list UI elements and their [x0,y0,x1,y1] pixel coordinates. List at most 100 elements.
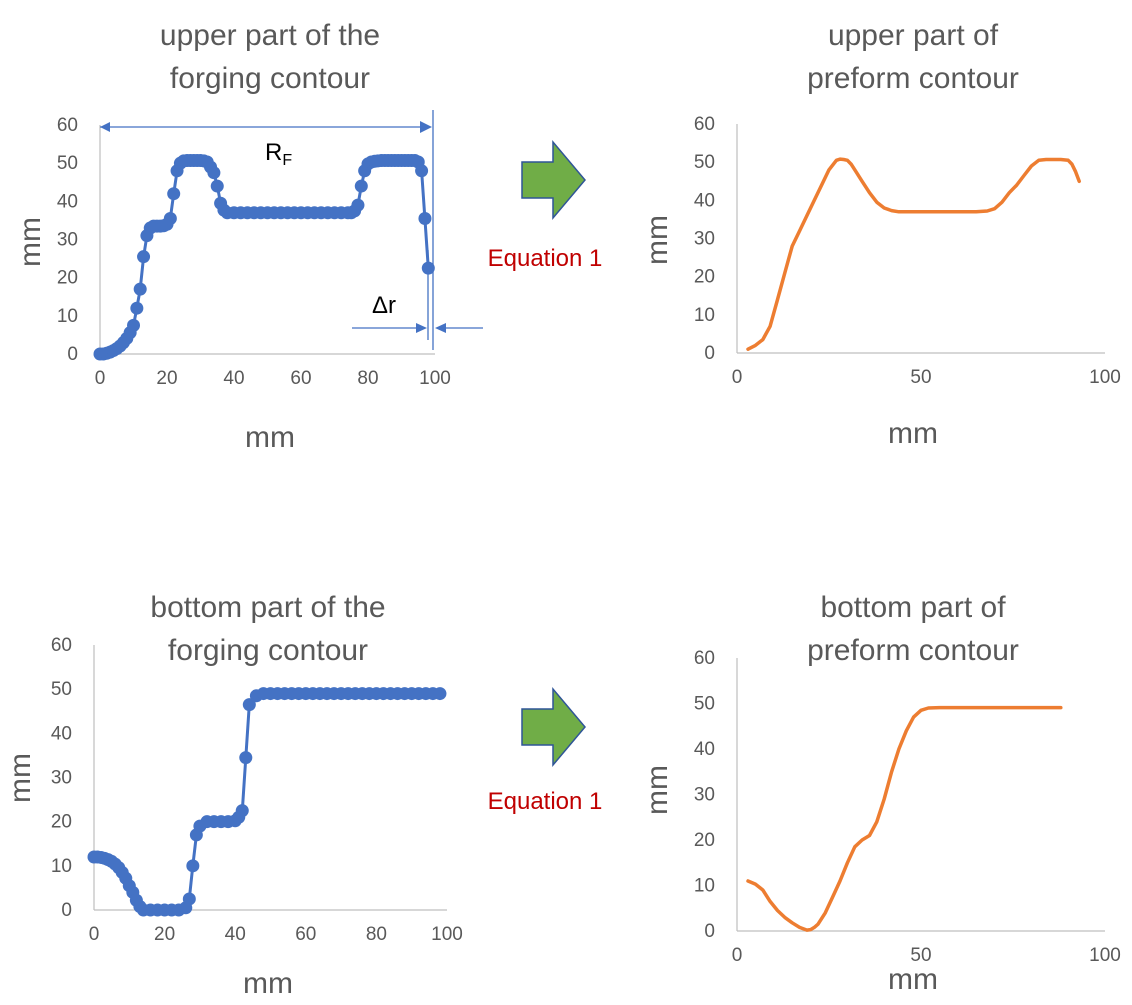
y-tick-label: 10 [694,876,715,897]
y-axis-title: mm [14,217,47,267]
y-tick-label: 40 [694,739,715,760]
data-point [186,859,200,873]
x-tick-label: 60 [290,368,311,389]
y-tick-label: 20 [694,267,715,288]
chart-forging-upper: upper part of the forging contour mm mm … [14,19,451,454]
chart-title-line-2: forging contour [168,634,368,667]
x-tick-label: 20 [154,924,175,945]
equation-label: Equation 1 [488,788,603,815]
y-tick-label: 0 [61,900,72,921]
x-tick-label: 20 [156,368,177,389]
y-tick-label: 60 [694,648,715,669]
y-tick-label: 0 [704,343,715,364]
x-tick-label: 50 [910,945,931,966]
arrowhead-right-icon [416,323,427,333]
data-point [351,198,365,212]
y-tick-label: 20 [57,268,78,289]
x-axis-title: mm [243,967,293,1000]
chart-title-line-1: upper part of the [160,19,380,52]
x-tick-label: 40 [223,368,244,389]
x-axis-title: mm [888,417,938,450]
data-point [418,212,432,226]
arrowhead-left-icon [100,122,110,132]
data-point [207,166,221,180]
y-tick-label: 50 [51,679,72,700]
y-tick-label: 60 [51,635,72,656]
rf-label-main: R [265,139,282,166]
x-tick-label: 80 [366,924,387,945]
y-tick-label: 50 [57,153,78,174]
x-axis-title: mm [245,421,295,454]
data-point [163,212,177,226]
data-point [235,804,249,818]
y-tick-label: 30 [57,230,78,251]
y-axis-title: mm [641,215,674,265]
x-tick-label: 100 [419,368,451,389]
x-tick-label: 100 [1089,367,1121,388]
x-tick-label: 50 [910,367,931,388]
y-tick-label: 60 [57,115,78,136]
dr-label: Δr [372,292,396,319]
arrowhead-right-icon [420,121,432,133]
y-tick-label: 20 [51,812,72,833]
x-tick-label: 40 [225,924,246,945]
right-arrow-icon [521,686,586,768]
dr-dimension: Δr [352,292,483,333]
data-point [182,892,196,906]
chart-title-line-1: bottom part of [820,591,1006,624]
data-point [137,250,151,264]
y-axis-title: mm [641,765,674,815]
right-arrow-icon [521,139,586,221]
rf-dimension: RF [100,110,434,350]
y-tick-label: 40 [694,190,715,211]
chart-title-line-2: preform contour [807,62,1019,95]
y-tick-label: 40 [51,723,72,744]
y-tick-label: 0 [67,344,78,365]
x-tick-label: 0 [732,945,743,966]
chart-preform-bottom: bottom part of preform contour mm mm 0 50… [641,591,1121,996]
data-point [133,282,147,296]
x-axis-title: mm [888,963,938,996]
chart-preform-upper: upper part of preform contour mm mm 0 50 1… [641,19,1121,450]
y-tick-label: 20 [694,830,715,851]
chart-forging-bottom: bottom part of the forging contour mm mm… [4,591,463,1000]
series-line [746,705,1063,932]
y-tick-label: 50 [694,694,715,715]
x-tick-label: 0 [89,924,100,945]
series-line [92,692,442,912]
data-point [210,179,224,193]
y-tick-label: 10 [694,305,715,326]
y-tick-label: 0 [704,921,715,942]
chart-title-line-1: upper part of [828,19,999,52]
y-tick-label: 60 [694,114,715,135]
data-point [433,687,447,701]
y-tick-label: 30 [694,785,715,806]
y-tick-label: 10 [57,306,78,327]
x-tick-label: 60 [295,924,316,945]
data-point [242,698,256,712]
x-tick-label: 100 [431,924,463,945]
data-point [167,187,181,201]
data-point [127,318,140,332]
y-axis-title: mm [4,753,37,803]
chart-title-line-2: preform contour [807,634,1019,667]
data-point [130,301,144,315]
y-tick-label: 50 [694,152,715,173]
rf-label: RF [265,139,292,169]
x-tick-label: 100 [1089,945,1121,966]
chart-title-line-2: forging contour [170,62,370,95]
chart-title-line-1: bottom part of the [150,591,385,624]
arrowhead-left-icon [435,323,446,333]
data-point [415,164,429,178]
y-tick-label: 10 [51,856,72,877]
y-tick-label: 30 [51,768,72,789]
data-point [239,751,253,765]
rf-label-subscript: F [282,152,292,169]
x-tick-label: 80 [357,368,378,389]
x-tick-label: 0 [95,368,106,389]
y-tick-label: 40 [57,191,78,212]
data-point [354,179,368,193]
series-line [746,157,1081,351]
equation-label: Equation 1 [488,245,603,272]
